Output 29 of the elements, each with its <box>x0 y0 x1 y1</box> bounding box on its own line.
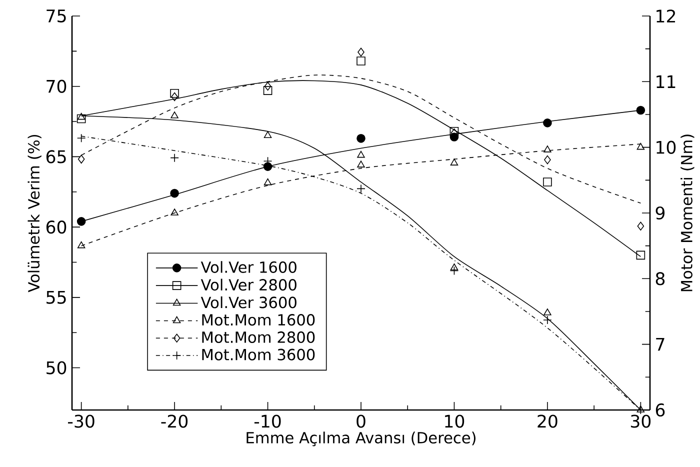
legend-label: Vol.Ver 1600 <box>200 261 296 273</box>
x-tick-label: 20 <box>538 414 558 428</box>
y-axis-title: Volümetrk Verim (%) <box>28 134 42 292</box>
legend-label: Mot.Mom 1600 <box>202 314 315 326</box>
y-tick-label: 55 <box>46 290 66 304</box>
y-tick-label: 50 <box>46 361 66 374</box>
x-tick-label: -10 <box>254 414 281 428</box>
legend-label: Mot.Mom 2800 <box>202 331 315 344</box>
y-tick-label: 70 <box>46 80 66 93</box>
x-axis-title: Emme Açılma Avansı (Derece) <box>246 432 476 446</box>
x-tick-label: 30 <box>630 414 651 428</box>
y2-tick-label: 8 <box>656 272 665 286</box>
y-tick-label: 65 <box>46 150 66 164</box>
legend-label: Mot.Mom 3600 <box>202 348 315 360</box>
x-tick-label: 10 <box>445 414 464 428</box>
y2-axis-title: Motor Momenti (Nm) <box>680 134 694 292</box>
x-tick-label: 0 <box>356 414 366 428</box>
y2-tick-label: 10 <box>656 140 676 154</box>
y2-tick-label: 7 <box>656 338 664 351</box>
x-tick-label: -30 <box>68 414 94 428</box>
y2-tick-label: 6 <box>656 403 665 417</box>
y-tick-label: 60 <box>46 220 66 234</box>
x-tick-label: -20 <box>161 414 188 428</box>
legend-label: Vol.Ver 2800 <box>200 278 296 291</box>
y-tick-label: 75 <box>46 10 66 22</box>
y2-tick-label: 9 <box>656 206 665 220</box>
y2-tick-label: 11 <box>656 75 676 88</box>
y2-tick-label: 12 <box>656 10 676 22</box>
legend-label: Vol.Ver 3600 <box>200 296 296 308</box>
